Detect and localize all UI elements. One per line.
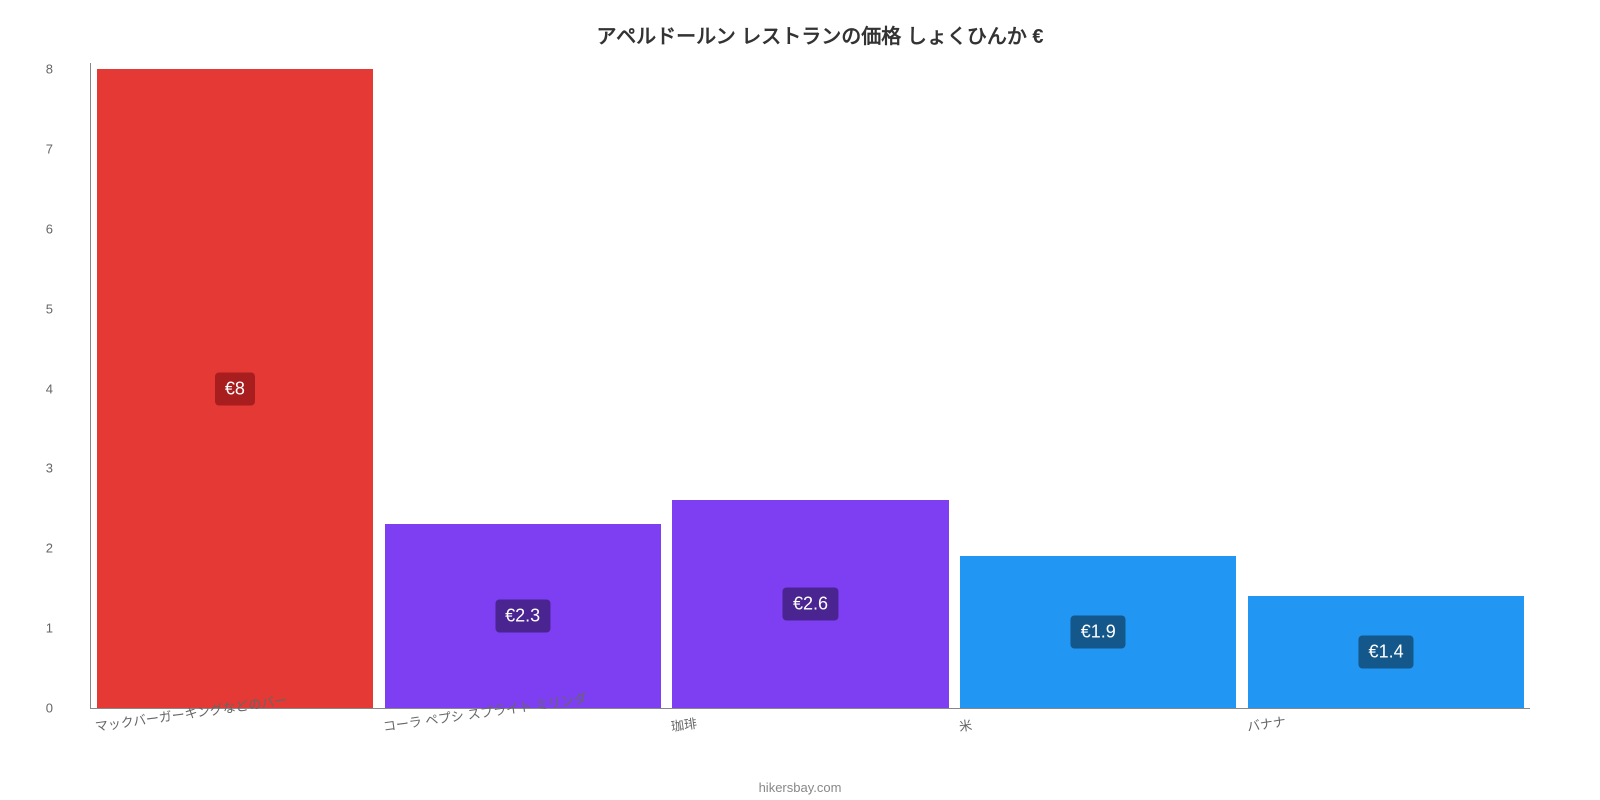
- y-tick-mark: [90, 702, 91, 708]
- y-tick-label: 3: [46, 461, 53, 476]
- bar-value-label: €2.6: [783, 588, 838, 621]
- y-tick-mark: [90, 542, 91, 548]
- plot-area: 012345678 €8€2.3€2.6€1.9€1.4: [90, 69, 1530, 709]
- y-tick-mark: [90, 143, 91, 149]
- y-tick-label: 1: [46, 621, 53, 636]
- bar-value-label: €1.9: [1071, 616, 1126, 649]
- y-tick-mark: [90, 462, 91, 468]
- bar-value-label: €2.3: [495, 600, 550, 633]
- bar-value-label: €1.4: [1359, 636, 1414, 669]
- bar-slot: €1.4: [1242, 69, 1530, 708]
- y-tick-label: 5: [46, 301, 53, 316]
- y-tick-label: 7: [46, 141, 53, 156]
- footer-attribution: hikersbay.com: [759, 780, 842, 795]
- bar: €2.3: [385, 524, 661, 708]
- y-tick-label: 4: [46, 381, 53, 396]
- bar-slot: €1.9: [954, 69, 1242, 708]
- y-tick-label: 2: [46, 541, 53, 556]
- bar: €2.6: [672, 500, 948, 708]
- bar-slot: €2.3: [379, 69, 667, 708]
- y-tick-label: 8: [46, 62, 53, 77]
- bar: €8: [97, 69, 373, 708]
- y-tick-mark: [90, 303, 91, 309]
- x-axis-labels: マックバーガーキングなどのバーコーラ ペプシ スプライト ミリンダ珈琲米バナナ: [90, 717, 1530, 736]
- bars-container: €8 €2.3 €2.6 €1.9 €1.4: [91, 69, 1530, 708]
- y-tick-mark: [90, 622, 91, 628]
- chart-container: アペルドールン レストランの価格 しょくひんか € 012345678 €8€2…: [80, 20, 1560, 760]
- bar-slot: €2.6: [667, 69, 955, 708]
- y-tick-mark: [90, 223, 91, 229]
- y-tick-mark: [90, 383, 91, 389]
- y-tick-label: 6: [46, 221, 53, 236]
- chart-title: アペルドールン レストランの価格 しょくひんか €: [80, 20, 1560, 49]
- y-tick-label: 0: [46, 701, 53, 716]
- y-tick-mark: [90, 63, 91, 69]
- bar-slot: €8: [91, 69, 379, 708]
- bar-value-label: €8: [215, 372, 255, 405]
